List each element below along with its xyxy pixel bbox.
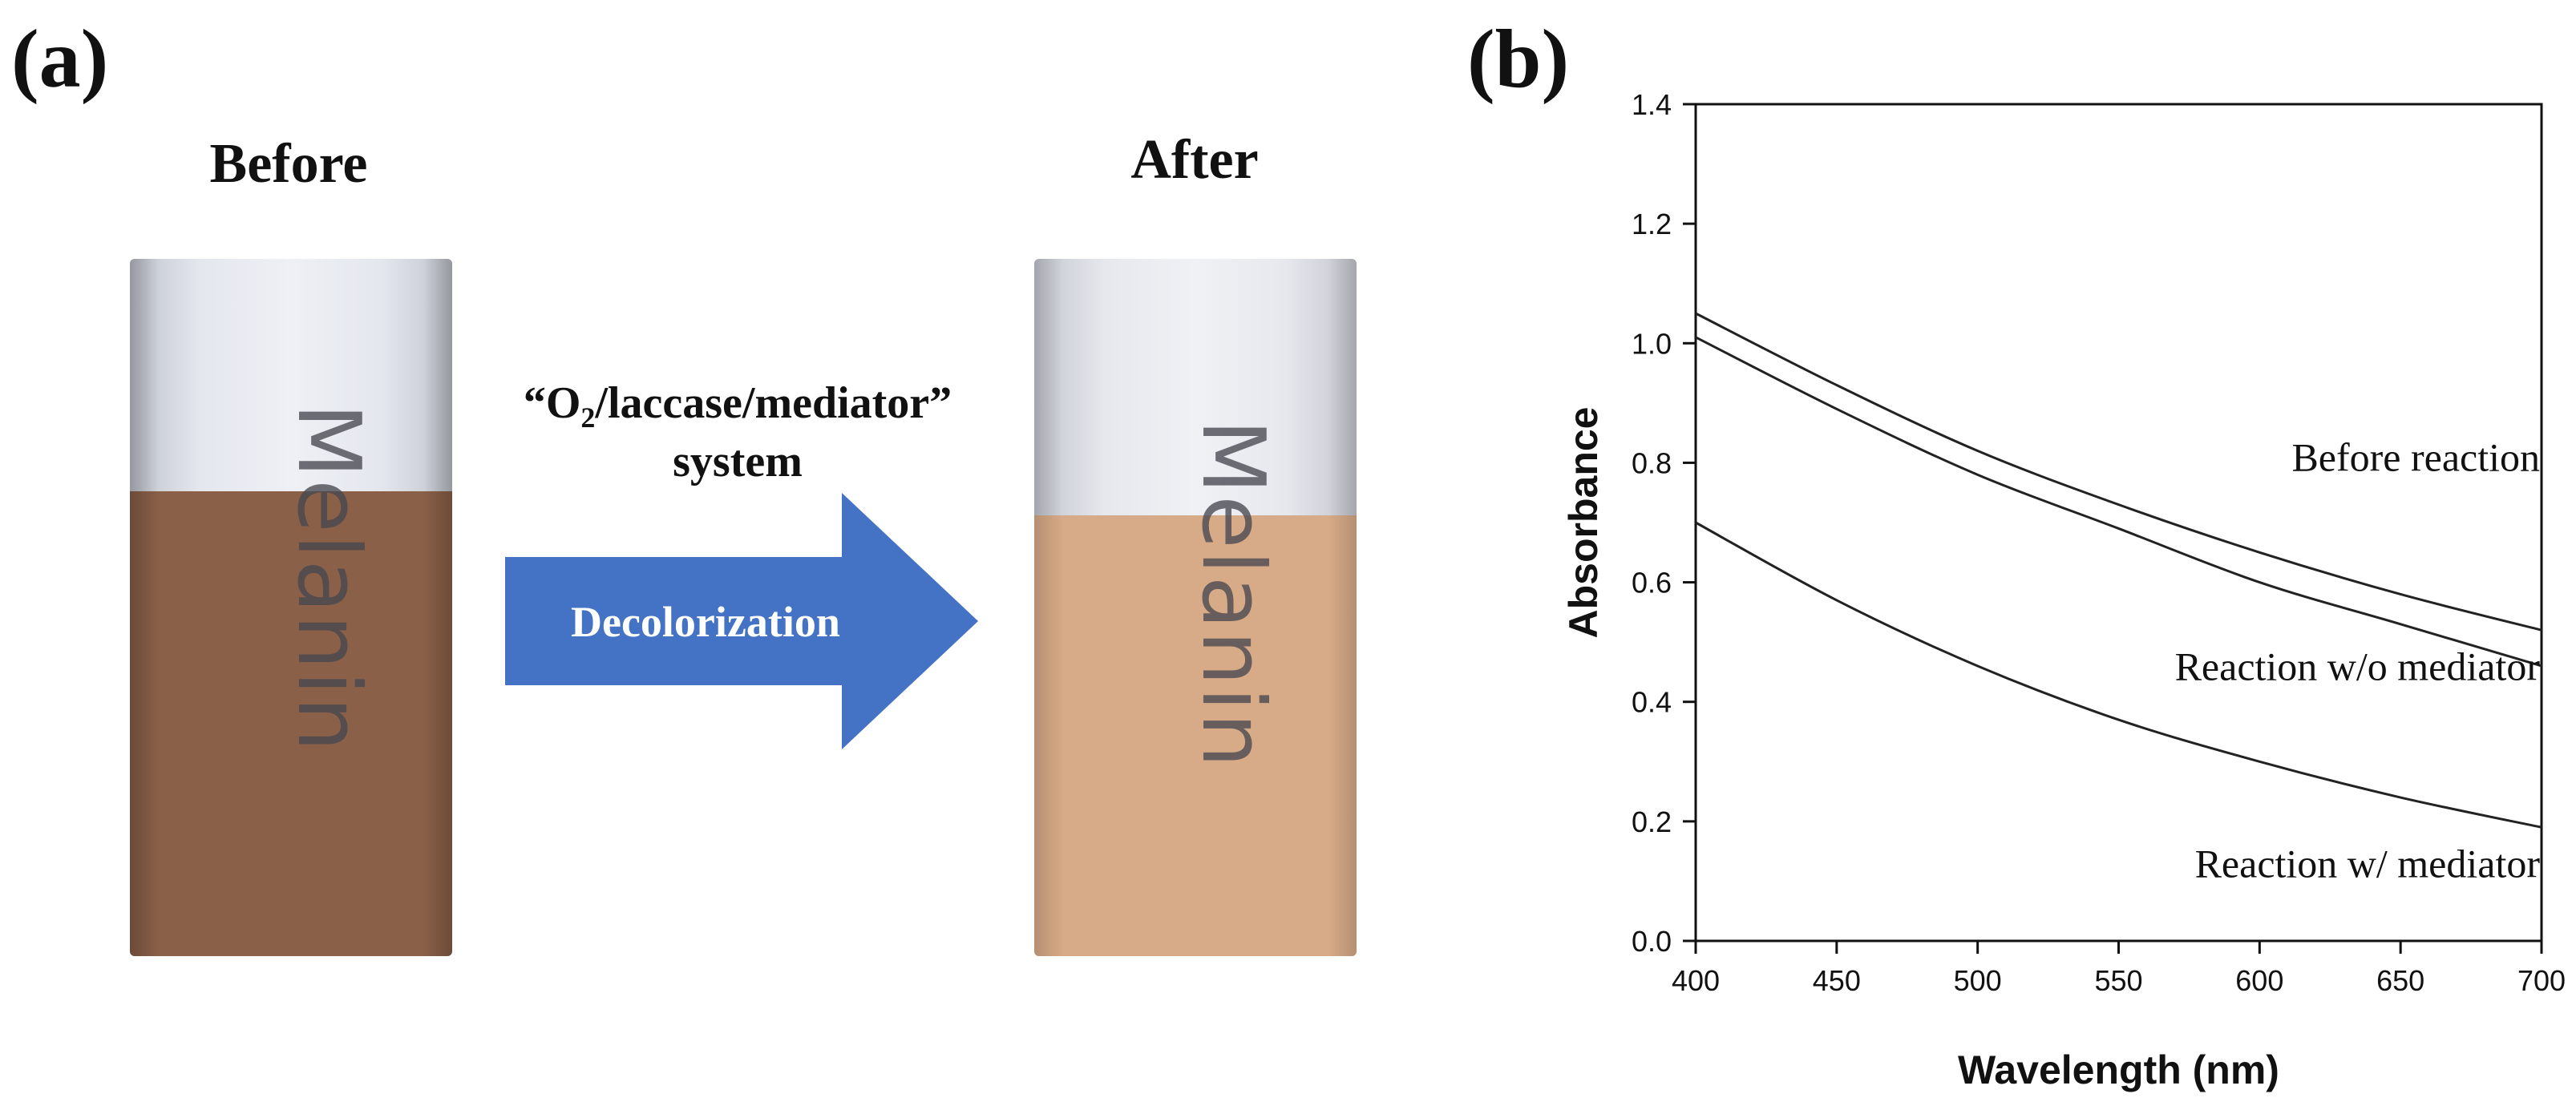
reaction-system-caption: “O2/laccase/mediator” system — [449, 377, 1026, 488]
y-tick-label: 0.6 — [1632, 567, 1672, 599]
x-tick-label: 400 — [1672, 964, 1720, 997]
cuvette-left-wall — [1034, 259, 1063, 956]
label-before-reaction: Before reaction — [2291, 434, 2540, 479]
series-reaction-with-mediator — [1695, 521, 2542, 829]
after-caption: After — [1130, 129, 1259, 191]
y-axis-label: Absorbance — [1561, 407, 1606, 639]
after-cuvette-photo: Melanin — [1034, 259, 1357, 956]
x-tick-label: 550 — [2094, 964, 2142, 997]
cuvette-left-wall — [130, 259, 159, 956]
x-tick-label: 700 — [2517, 964, 2566, 997]
decolorization-arrow — [505, 493, 978, 749]
series-before-reaction — [1695, 312, 2542, 632]
label-reaction-with-mediator: Reaction w/ mediator — [2195, 842, 2541, 886]
x-axis-label: Wavelength (nm) — [1958, 1047, 2279, 1092]
y-tick-label: 1.0 — [1632, 327, 1672, 360]
x-tick-label: 500 — [1954, 964, 2002, 997]
cuvette-right-wall — [423, 259, 452, 956]
system-line-2: system — [673, 436, 803, 486]
y-tick-label: 0.8 — [1632, 446, 1672, 479]
y-tick-label: 1.2 — [1632, 208, 1672, 240]
before-cuvette-photo: Melanin — [130, 259, 452, 956]
x-tick-label: 600 — [2235, 964, 2283, 997]
before-caption: Before — [209, 133, 368, 195]
panel-a-letter: (a) — [11, 13, 109, 105]
before-melanin-solution — [130, 491, 452, 956]
y-tick-label: 0.2 — [1632, 805, 1672, 838]
y-tick-label: 1.4 — [1632, 88, 1672, 121]
x-tick-label: 450 — [1813, 964, 1861, 997]
system-line-1: “O2/laccase/mediator” — [523, 378, 952, 434]
x-tick-label: 650 — [2376, 964, 2424, 997]
plot-frame — [1694, 103, 2543, 943]
after-melanin-solution — [1034, 515, 1357, 956]
cuvette-upper-glass — [130, 259, 452, 491]
cuvette-upper-glass — [1034, 259, 1357, 515]
y-tick-label: 0.4 — [1632, 686, 1672, 719]
series-reaction-without-mediator — [1695, 336, 2542, 668]
label-reaction-without-mediator: Reaction w/o mediator — [2175, 644, 2541, 688]
cuvette-right-wall — [1328, 259, 1357, 956]
panel-b-letter: (b) — [1467, 13, 1570, 105]
y-tick-label: 0.0 — [1632, 925, 1672, 958]
decolorization-label: Decolorization — [571, 598, 840, 646]
